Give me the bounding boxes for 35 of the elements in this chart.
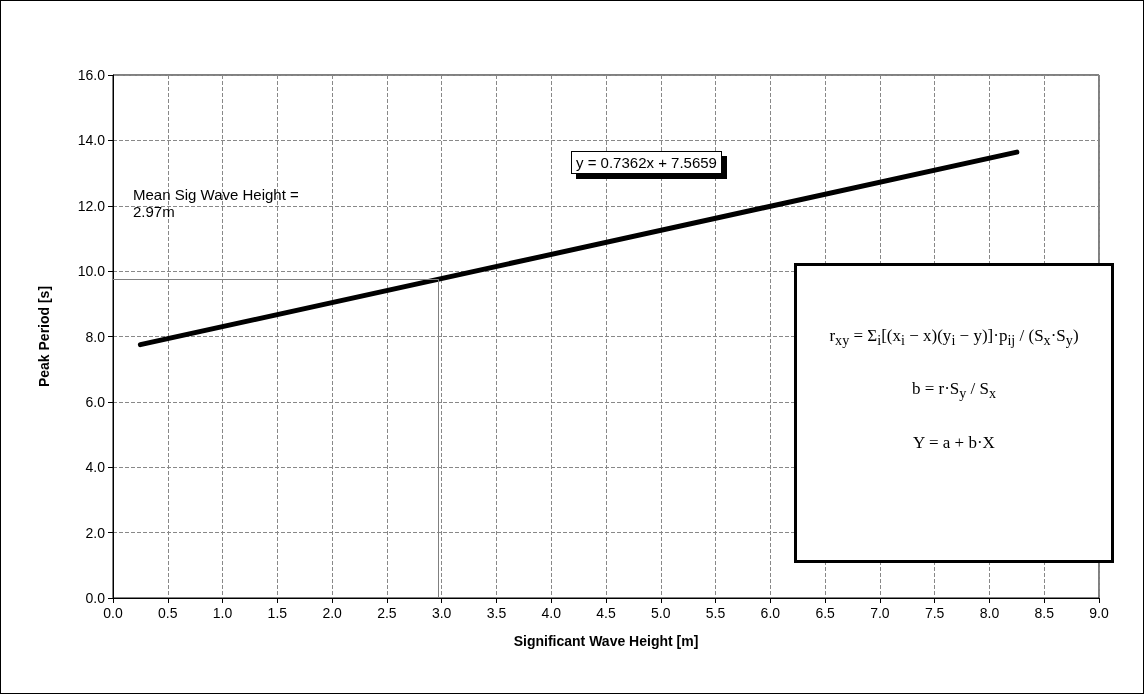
x-tick-label: 3.5	[486, 605, 507, 621]
y-tick-label: 0.0	[85, 590, 106, 606]
x-tick-label: 0.0	[103, 605, 123, 621]
x-tick-label: 4.0	[541, 605, 562, 621]
y-tick-label: 8.0	[85, 328, 106, 345]
x-tick-label: 2.5	[377, 605, 397, 621]
x-tick-label: 3.0	[431, 605, 452, 621]
annotation: Mean Sig Wave Height = 2.97m	[133, 186, 299, 220]
x-tick-label: 1.0	[212, 605, 233, 621]
x-tick-label: 6.0	[760, 605, 781, 621]
y-tick-label: 2.0	[85, 524, 106, 541]
x-tick-label: 4.5	[596, 605, 616, 621]
annotation: b = r·S$_{y}$ / S$_{x}$	[910, 379, 998, 403]
y-tick-label: 14.0	[77, 132, 106, 149]
x-axis-title: Significant Wave Height [m]	[513, 633, 699, 649]
x-tick-label: 0.5	[158, 605, 178, 621]
x-tick-label: 5.5	[705, 605, 726, 621]
x-tick-label: 1.5	[267, 605, 288, 621]
x-tick-label: 7.5	[924, 605, 945, 621]
x-tick-label: 5.0	[651, 605, 671, 621]
x-tick-label: 8.0	[979, 605, 1000, 621]
x-tick-label: 7.0	[870, 605, 890, 621]
y-tick-label: 10.0	[77, 263, 106, 280]
y-tick-label: 16.0	[77, 67, 106, 83]
x-tick-label: 2.0	[322, 605, 343, 621]
x-tick-label: 9.0	[1089, 605, 1109, 621]
y-tick-label: 4.0	[85, 459, 106, 476]
formula-panel: r$_{xy}$ = Σ$_{i}$[(x$_{i}$ − x)(y$_{i}$ − y)]·p$_{ij}$ / (S$_{x}$·S$_{y}$) b = r·S$_{y}$ / S$_{x}$ Y = a + b·X	[794, 263, 1114, 563]
y-tick-label: 12.0	[77, 197, 106, 214]
annotation: y = 0.7362x + 7.5659	[571, 151, 722, 174]
x-tick-label: 8.5	[1034, 605, 1055, 621]
annotation: Y = a + b·X	[912, 432, 996, 453]
y-axis-title: Peak Period [s]	[36, 285, 52, 388]
x-tick-label: 6.5	[815, 605, 836, 621]
y-tick-label: 6.0	[85, 393, 106, 410]
